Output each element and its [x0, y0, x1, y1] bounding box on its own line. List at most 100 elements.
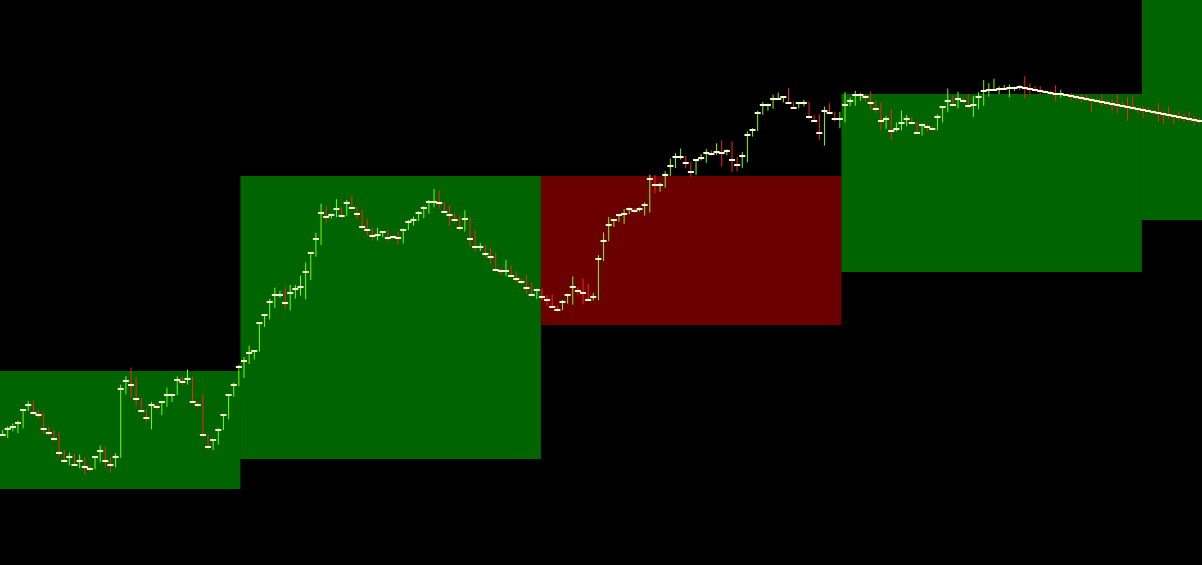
- ohlc-bar: [893, 122, 900, 132]
- ohlc-bar: [276, 291, 283, 298]
- ohlc-bar: [425, 199, 432, 214]
- ohlc-bar: [785, 88, 792, 104]
- ohlc-bar: [297, 275, 304, 296]
- ohlc-bar: [908, 117, 915, 125]
- ohlc-bar: [1134, 107, 1141, 114]
- ohlc-bar: [240, 356, 247, 379]
- ohlc-bar: [544, 294, 551, 306]
- ohlc-bar: [158, 401, 165, 416]
- ohlc-bar: [354, 206, 361, 220]
- ohlc-bar: [1011, 86, 1018, 91]
- ohlc-bar: [949, 95, 956, 107]
- ohlc-bar: [112, 453, 119, 468]
- ohlc-bar: [477, 243, 484, 251]
- ohlc-bar: [189, 376, 196, 403]
- ohlc-bar: [559, 300, 566, 311]
- ohlc-bar: [903, 115, 910, 127]
- ohlc-bar: [1175, 111, 1182, 121]
- ohlc-bar: [312, 232, 319, 257]
- ohlc-bar: [631, 208, 638, 213]
- ohlc-bar: [148, 401, 155, 430]
- ohlc-bar: [328, 213, 335, 219]
- ohlc-bar: [682, 155, 689, 169]
- ohlc-bar: [1078, 94, 1085, 103]
- ohlc-bar: [569, 276, 576, 305]
- ohlc-bar: [960, 98, 967, 103]
- ohlc-bar: [446, 205, 453, 227]
- ohlc-bar: [395, 231, 402, 245]
- ohlc-bar: [359, 209, 366, 229]
- ohlc-bar: [585, 284, 592, 301]
- ohlc-bar: [35, 409, 42, 419]
- ohlc-bar: [461, 210, 468, 232]
- ohlc-bar: [420, 206, 427, 219]
- ohlc-bar: [220, 414, 227, 431]
- ohlc-bar: [1129, 96, 1136, 111]
- ohlc-bar: [857, 93, 864, 101]
- trend-box-up-1: [0, 371, 241, 489]
- ohlc-bar: [518, 278, 525, 285]
- ohlc-bar: [138, 397, 145, 413]
- ohlc-bar: [1196, 117, 1202, 124]
- ohlc-bar: [230, 382, 237, 397]
- ohlc-bar: [307, 252, 314, 281]
- ohlc-bar: [133, 377, 140, 406]
- ohlc-bar: [1021, 76, 1028, 99]
- ohlc-bar: [1119, 101, 1126, 108]
- ohlc-bar: [215, 428, 222, 445]
- ohlc-bar: [379, 231, 386, 237]
- ohlc-bar: [955, 91, 962, 109]
- ohlc-bar: [384, 229, 391, 242]
- ohlc-bar: [888, 108, 895, 140]
- trend-boxes-layer: [0, 0, 1202, 489]
- ohlc-bar: [970, 96, 977, 117]
- ohlc-bar: [66, 452, 73, 466]
- ohlc-bar: [621, 209, 628, 224]
- ohlc-bar: [698, 154, 705, 161]
- ohlc-bar: [467, 217, 474, 247]
- ohlc-bar: [662, 171, 669, 188]
- ohlc-bar: [646, 174, 653, 213]
- ohlc-bar: [122, 376, 129, 395]
- ohlc-bar: [1062, 93, 1069, 96]
- ohlc-bar: [790, 102, 797, 109]
- ohlc-bar: [929, 126, 936, 130]
- ohlc-bar: [739, 151, 746, 168]
- ohlc-bar: [800, 99, 807, 107]
- ohlc-bar: [1042, 90, 1049, 94]
- ohlc-bar: [919, 123, 926, 136]
- ohlc-bar: [61, 449, 68, 463]
- ohlc-bar: [45, 426, 52, 436]
- ohlc-bar: [30, 400, 37, 415]
- ohlc-bar: [990, 78, 997, 91]
- ohlc-bar: [600, 232, 607, 262]
- ohlc-bar: [102, 446, 109, 468]
- ohlc-bar: [492, 253, 499, 271]
- ohlc-bar: [708, 150, 715, 156]
- ohlc-bar: [898, 110, 905, 131]
- ohlc-bar: [1032, 85, 1039, 91]
- ohlc-bar: [369, 227, 376, 241]
- ohlc-bar: [1088, 97, 1095, 113]
- ohlc-bar: [1103, 99, 1110, 106]
- ohlc-bar: [1155, 103, 1162, 122]
- ohlc-bar: [451, 212, 458, 223]
- trend-box-up-5: [1141, 0, 1202, 220]
- ohlc-bar: [528, 282, 535, 296]
- ohlc-bar: [163, 387, 170, 407]
- ohlc-bar: [502, 259, 509, 277]
- ohlc-bar: [816, 114, 823, 140]
- ohlc-bar: [1026, 83, 1033, 95]
- ohlc-bar: [1073, 95, 1080, 100]
- ohlc-bar: [734, 156, 741, 172]
- ohlc-bar: [764, 103, 771, 111]
- ohlc-bar: [549, 294, 556, 309]
- ohlc-bar: [1109, 99, 1116, 112]
- ohlc-bar: [271, 287, 278, 308]
- ohlc-bar: [1186, 111, 1193, 123]
- ohlc-bar: [199, 394, 206, 437]
- ohlc-bar: [841, 91, 848, 123]
- ohlc-bar: [92, 456, 99, 470]
